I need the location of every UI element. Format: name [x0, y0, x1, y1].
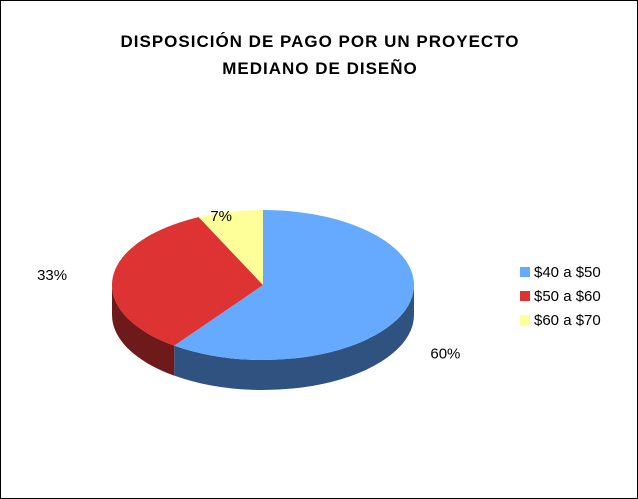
data-label: 60% — [430, 345, 460, 362]
chart-title: DISPOSICIÓN DE PAGO POR UN PROYECTO MEDI… — [120, 32, 520, 78]
legend-label: $50 a $60 — [534, 288, 601, 305]
data-label: 7% — [210, 208, 232, 225]
legend-label: $60 a $70 — [534, 312, 601, 329]
legend-swatch — [520, 291, 530, 301]
legend-swatch — [520, 267, 530, 277]
data-label: 33% — [37, 267, 67, 284]
slice-side — [112, 285, 175, 376]
slice — [112, 217, 263, 346]
slice-side — [174, 285, 414, 390]
slice — [198, 210, 263, 285]
slice — [174, 210, 414, 360]
legend-label: $40 a $50 — [534, 264, 601, 281]
legend-swatch — [520, 315, 530, 325]
